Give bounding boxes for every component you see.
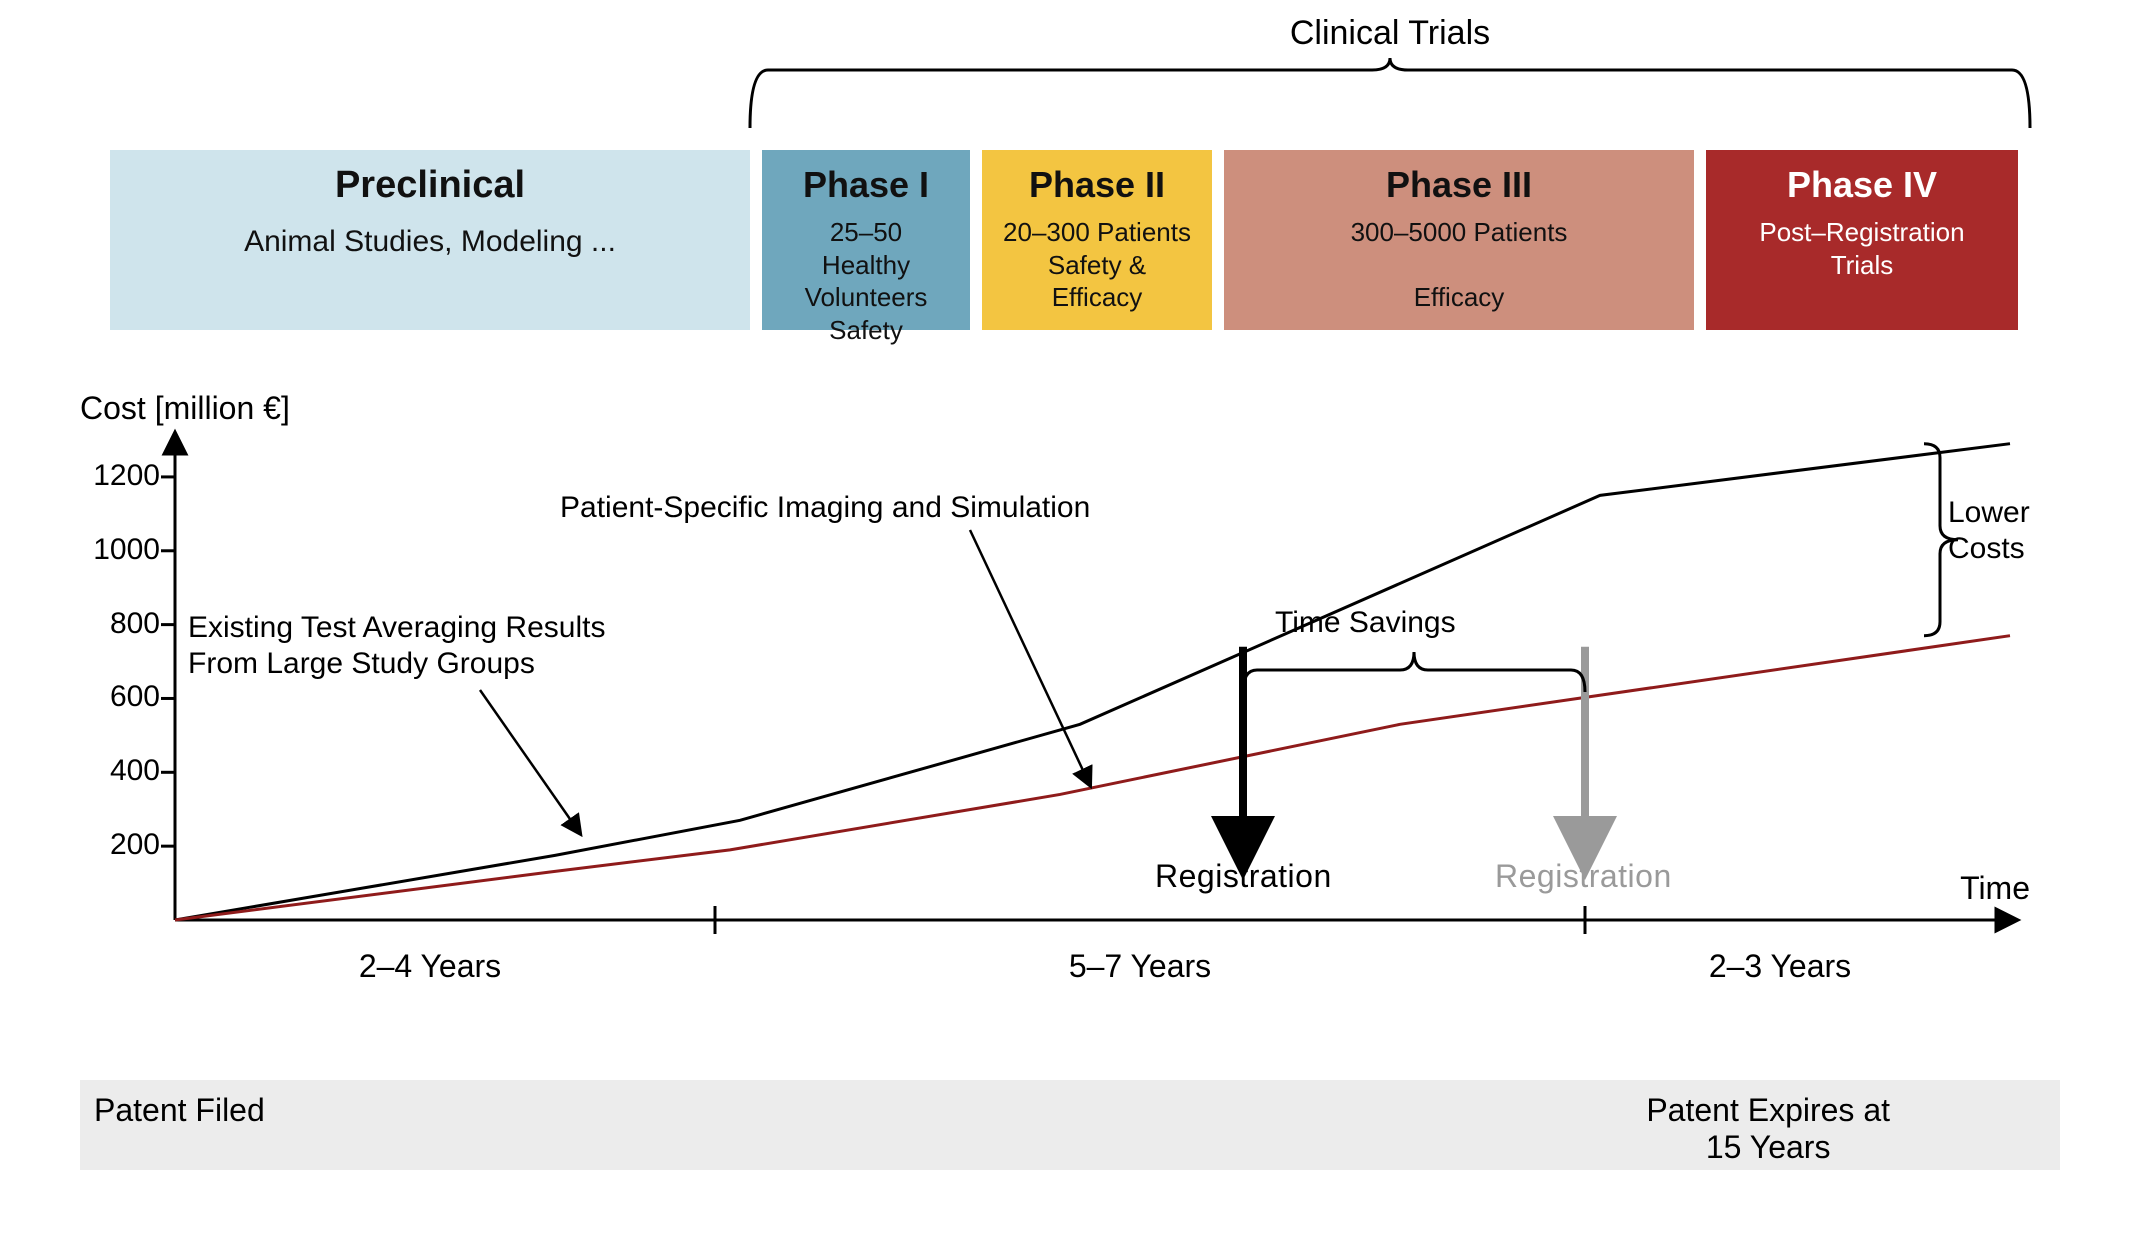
chart-area: Cost [million €] Time 200400600800100012… (80, 380, 2060, 1020)
phase-box-phase1: Phase I25–50HealthyVolunteersSafety (762, 150, 970, 330)
phase-line-phase2-2: Efficacy (1052, 281, 1143, 314)
y-tick-400: 400 (80, 754, 160, 788)
bottom-strip: Patent Filed Patent Expires at 15 Years (80, 1080, 2060, 1170)
phase-line-phase3-2: Efficacy (1414, 281, 1505, 314)
phase-box-phase3: Phase III 300–5000 Patients Efficacy (1224, 150, 1694, 330)
annotation-existing-test-l2: From Large Study Groups (188, 647, 535, 680)
patent-expires-l2: 15 Years (1706, 1129, 1831, 1165)
phase-line-phase1-0: 25–50 (830, 216, 902, 249)
phase-line-phase1-1: Healthy (822, 249, 910, 282)
phase-line-phase1-2: Volunteers (805, 281, 928, 314)
y-tick-600: 600 (80, 680, 160, 714)
top-curly-bracket (80, 10, 2060, 150)
patent-expires-l1: Patent Expires at (1646, 1092, 1890, 1128)
phase-line-phase2-1: Safety & (1048, 249, 1146, 282)
patent-filed-label: Patent Filed (94, 1092, 265, 1129)
phase-line-phase2-0: 20–300 Patients (1003, 216, 1191, 249)
x-span-2: 2–3 Years (1660, 948, 1900, 985)
phase-title-preclinical: Preclinical (335, 164, 525, 207)
phase-title-phase3: Phase III (1386, 164, 1532, 206)
chart-svg (80, 380, 2060, 1020)
phase-line-phase3-1 (1455, 249, 1462, 282)
registration-black-label: Registration (1155, 858, 1332, 895)
phase-line-phase4-0: Post–Registration (1759, 216, 1964, 249)
phase-box-preclinical: Preclinical Animal Studies, Modeling ... (110, 150, 750, 330)
phase-line-phase1-3: Safety (829, 314, 903, 347)
y-tick-800: 800 (80, 607, 160, 641)
y-tick-200: 200 (80, 828, 160, 862)
patent-expires-label: Patent Expires at 15 Years (1646, 1092, 1890, 1166)
annotation-existing-test: Existing Test Averaging Results From Lar… (188, 610, 605, 682)
phase-title-phase4: Phase IV (1787, 164, 1937, 206)
x-span-1: 5–7 Years (1020, 948, 1260, 985)
x-span-0: 2–4 Years (310, 948, 550, 985)
diagram-container: Clinical Trials PreclinicalAnimal Studie… (80, 10, 2060, 1230)
phase-line-preclinical-0: Animal Studies, Modeling ... (244, 223, 616, 261)
registration-grey-label: Registration (1495, 858, 1672, 895)
y-tick-1000: 1000 (80, 533, 160, 567)
annotation-existing-test-l1: Existing Test Averaging Results (188, 611, 605, 644)
phase-title-phase1: Phase I (803, 164, 929, 206)
annotation-time-savings: Time Savings (1275, 605, 1456, 641)
y-tick-1200: 1200 (80, 459, 160, 493)
lower-costs-l1: Lower (1948, 496, 2030, 529)
phase-line-phase4-1: Trials (1831, 249, 1894, 282)
phase-title-phase2: Phase II (1029, 164, 1165, 206)
annotation-lower-costs: Lower Costs (1948, 495, 2030, 567)
lower-costs-l2: Costs (1948, 532, 2025, 565)
annotation-patient-specific: Patient-Specific Imaging and Simulation (560, 490, 1090, 526)
phase-line-phase3-0: 300–5000 Patients (1351, 216, 1568, 249)
phase-box-phase4: Phase IV Post–RegistrationTrials (1706, 150, 2018, 330)
phase-row: PreclinicalAnimal Studies, Modeling ...P… (110, 150, 2030, 330)
phase-box-phase2: Phase II 20–300 PatientsSafety &Efficacy (982, 150, 1212, 330)
